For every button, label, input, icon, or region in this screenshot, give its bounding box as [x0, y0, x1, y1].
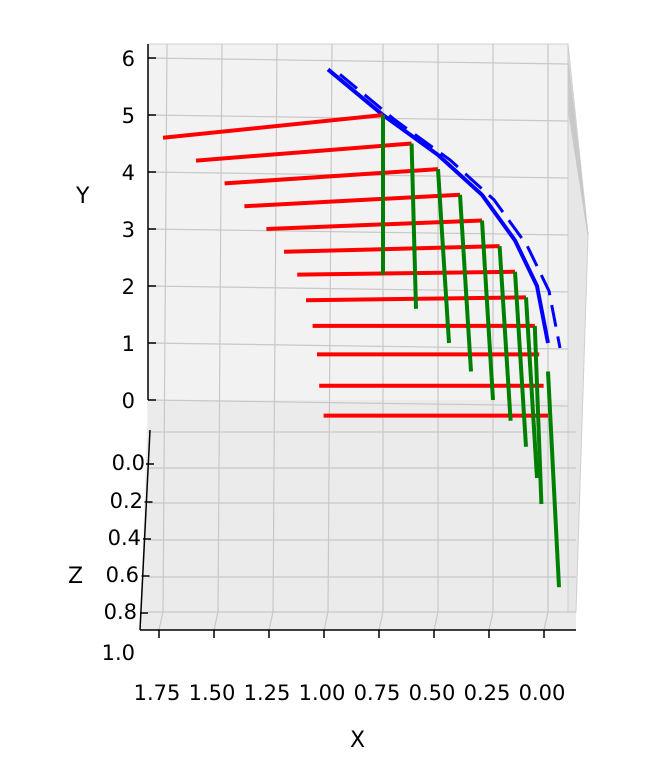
- x-floor-gridline: [323, 611, 329, 631]
- axes: [139, 44, 576, 638]
- red-segment: [195, 141, 412, 163]
- data-series: [162, 67, 562, 588]
- x-tick-label: 1.00: [299, 681, 346, 705]
- x-floor-gridline: [213, 611, 219, 631]
- y-tick-label: 3: [122, 218, 135, 242]
- x-floor-gridline: [543, 611, 549, 631]
- y-gridline: [147, 285, 569, 293]
- red-segment: [244, 192, 461, 209]
- x-tick-label: 0.75: [354, 681, 401, 705]
- y-gridline: [147, 228, 569, 236]
- x-gridline: [217, 43, 223, 613]
- green-segment: [524, 297, 539, 479]
- y-axis-label: Y: [75, 184, 90, 209]
- y-tick-label: 1: [122, 332, 135, 356]
- green-segment: [513, 271, 528, 447]
- z-tick-label: 1.0: [102, 641, 135, 665]
- x-tick-label: 0.25: [464, 681, 511, 705]
- z-tick-label: 0.6: [106, 563, 139, 587]
- x-tick-label: 1.25: [244, 681, 291, 705]
- x-tick-label: 1.50: [189, 681, 236, 705]
- x-gridline: [272, 43, 278, 613]
- green-segment: [546, 371, 561, 588]
- green-segment: [497, 245, 513, 421]
- red-segment: [162, 113, 384, 140]
- x-floor-gridline: [433, 611, 439, 631]
- z-axis-label: Z: [68, 564, 83, 589]
- z-tick-label: 0.8: [104, 600, 137, 624]
- z-tick-label: 0.0: [112, 451, 145, 475]
- y-gridline: [147, 342, 569, 350]
- gridlines: [147, 43, 589, 631]
- y-gridline: [147, 57, 569, 65]
- x-axis-label: X: [350, 728, 365, 753]
- x-floor-gridline: [378, 611, 384, 631]
- z-tick-label: 0.4: [108, 526, 141, 550]
- y-gridline: [147, 399, 569, 407]
- floor-pane: [140, 400, 576, 630]
- side-gridline: [567, 107, 589, 236]
- tick-labels: 0 1 2 3 4 5 6 0.0 0.2 0.4 0.6 0.8 1.0 1.75 1.50 1.25 1.0…: [102, 47, 566, 705]
- y-tick-label: 4: [122, 161, 135, 185]
- y-tick-label: 0: [122, 389, 135, 413]
- green-segment: [458, 194, 473, 372]
- red-segment: [297, 269, 516, 277]
- x-floor-gridline: [268, 611, 274, 631]
- green-segment: [409, 143, 418, 309]
- x-tick-label: 0.00: [519, 681, 566, 705]
- green-segment: [436, 169, 451, 344]
- red-segment: [224, 167, 439, 186]
- x-tick-label: 1.75: [134, 681, 181, 705]
- y-tick-label: 5: [122, 104, 135, 128]
- red-segment: [266, 218, 483, 231]
- x-gridline: [327, 43, 333, 613]
- x-floor-gridline: [488, 611, 494, 631]
- x-floor-gridline: [158, 611, 164, 631]
- x-tick-label: 0.50: [409, 681, 456, 705]
- z-tick-label: 0.2: [110, 489, 143, 513]
- series-curve-outline: [339, 73, 562, 349]
- green-segment: [532, 325, 544, 505]
- green-segment: [480, 220, 495, 401]
- y-tick-label: 6: [122, 47, 135, 71]
- y-tick-label: 2: [122, 275, 135, 299]
